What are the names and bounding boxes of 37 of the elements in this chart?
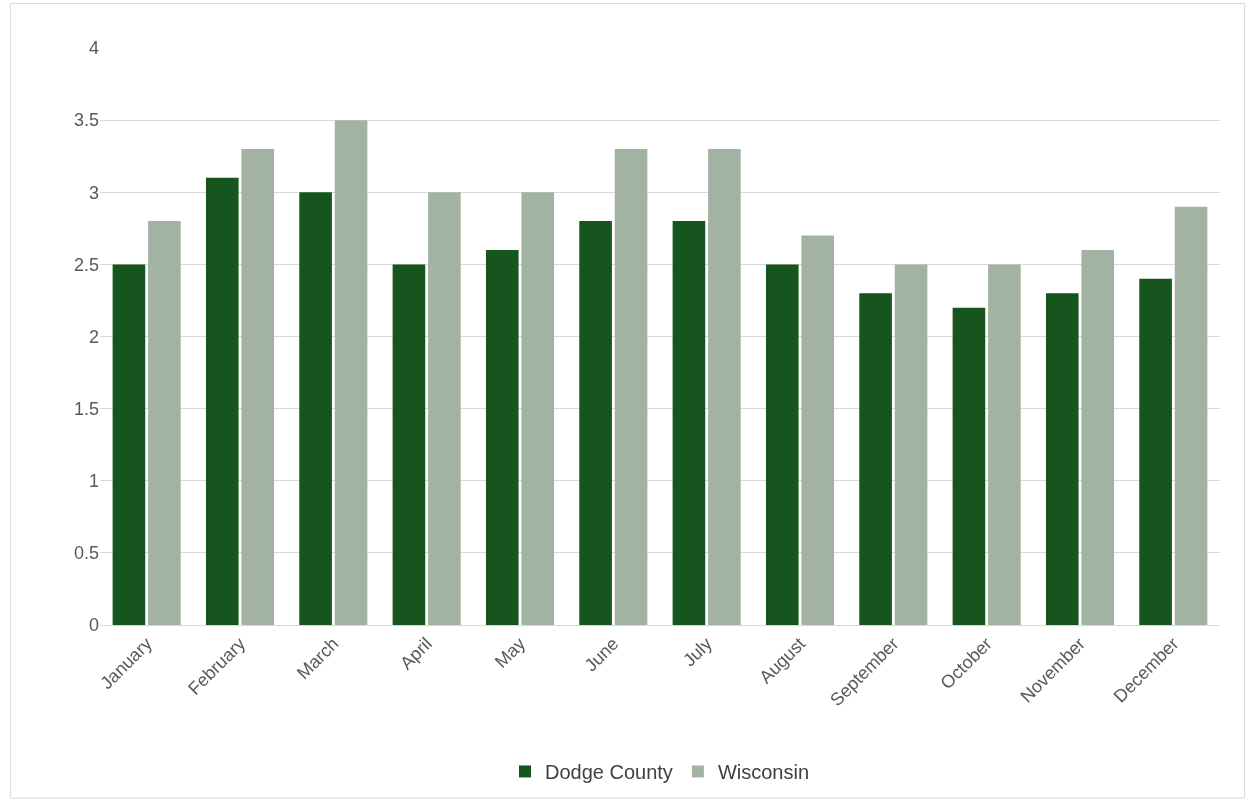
bar (988, 264, 1021, 625)
bar (112, 264, 146, 625)
bar (428, 192, 461, 625)
y-tick-label: 0 (88, 615, 99, 636)
y-tick-label: 1.5 (73, 398, 99, 419)
bar (672, 221, 706, 625)
bar (1045, 293, 1079, 625)
y-tick-label: 0.5 (73, 543, 99, 564)
y-tick-label: 2.5 (73, 254, 99, 275)
bar (485, 249, 519, 625)
bar (392, 264, 426, 625)
bar (205, 177, 239, 625)
bar (241, 148, 275, 625)
y-tick-label: 2 (88, 326, 99, 347)
x-tick-label: May (491, 633, 530, 672)
bar (1174, 206, 1208, 625)
y-tick-label: 3.5 (73, 110, 99, 131)
bar (334, 120, 368, 625)
legend-label: Wisconsin (717, 761, 810, 784)
x-tick-label: July (679, 633, 716, 671)
bar (521, 192, 555, 625)
bar (1139, 278, 1172, 625)
bar (894, 264, 928, 625)
bar (614, 148, 648, 625)
y-tick-label: 1 (88, 471, 99, 492)
bar (299, 192, 332, 625)
bar (579, 221, 612, 625)
bar (801, 235, 835, 625)
bar (148, 221, 181, 625)
y-tick-label: 3 (88, 182, 99, 203)
bar (765, 264, 799, 625)
legend-label: Dodge County (545, 761, 673, 784)
bar (708, 148, 741, 625)
y-tick-label: 4 (88, 38, 99, 59)
bar (1081, 249, 1115, 625)
bar (859, 293, 892, 625)
bar (952, 307, 986, 625)
